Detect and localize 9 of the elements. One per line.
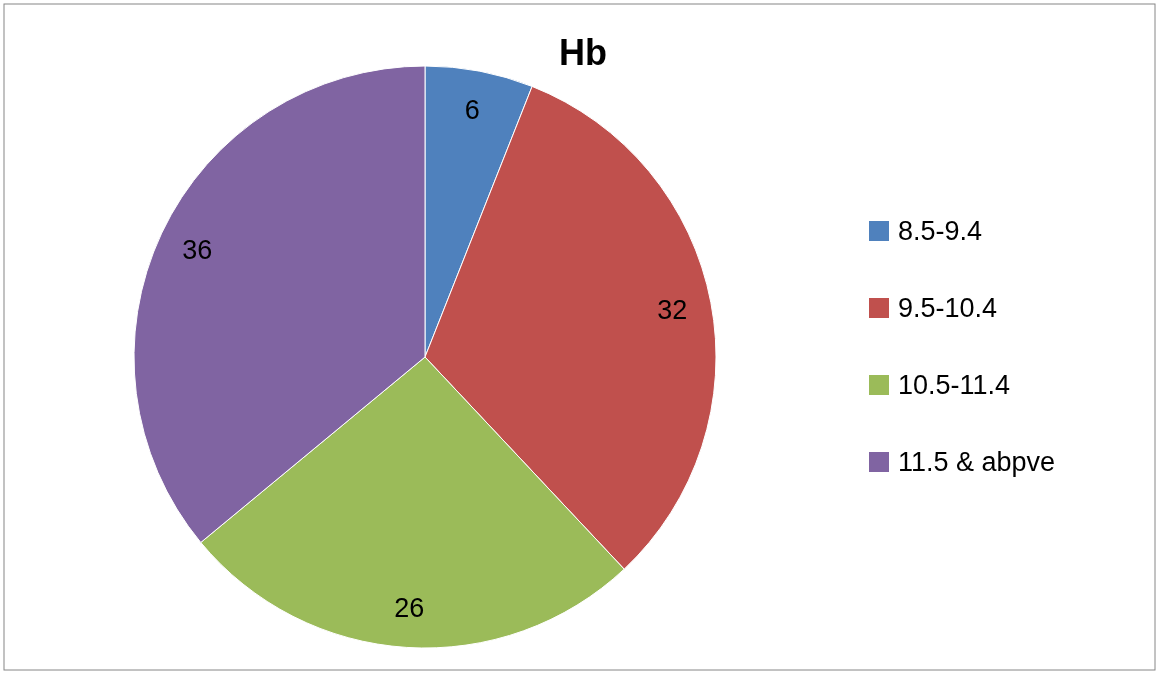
data-label: 36 — [182, 234, 213, 265]
data-label: 32 — [657, 294, 688, 325]
legend-label: 9.5-10.4 — [898, 293, 998, 323]
data-label: 6 — [464, 94, 480, 125]
legend-label: 11.5 & abpve — [898, 447, 1056, 477]
chart-title: Hb — [559, 31, 607, 73]
legend-label: 10.5-11.4 — [898, 370, 1011, 400]
legend-label: 8.5-9.4 — [898, 216, 983, 246]
data-label: 26 — [394, 593, 425, 624]
